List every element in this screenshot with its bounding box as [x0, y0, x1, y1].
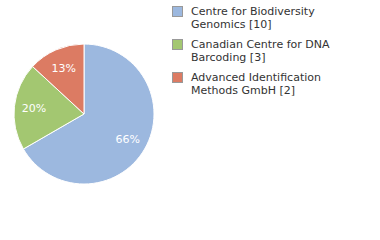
legend-entry: Canadian Centre for DNA Barcoding [3]: [172, 38, 331, 64]
data-label: 66%: [115, 133, 139, 146]
legend-label: Canadian Centre for DNA Barcoding [3]: [191, 38, 330, 64]
legend-swatch: [172, 72, 183, 83]
data-label: 20%: [22, 102, 46, 115]
legend-swatch: [172, 6, 183, 17]
pie-canvas: 66% 20% 13%: [0, 0, 170, 240]
data-label: 13%: [52, 62, 76, 75]
chart-root: 66% 20% 13% Centre for Biodiversity Genomi…: [0, 0, 380, 240]
legend-label: Advanced Identification Methods GmbH [2]: [191, 71, 321, 97]
legend-entry: Centre for Biodiversity Genomics [10]: [172, 5, 331, 31]
legend-label: Centre for Biodiversity Genomics [10]: [191, 5, 315, 31]
legend-entry: Advanced Identification Methods GmbH [2]: [172, 71, 331, 97]
legend: Centre for Biodiversity Genomics [10] Can…: [172, 5, 332, 104]
legend-swatch: [172, 39, 183, 50]
